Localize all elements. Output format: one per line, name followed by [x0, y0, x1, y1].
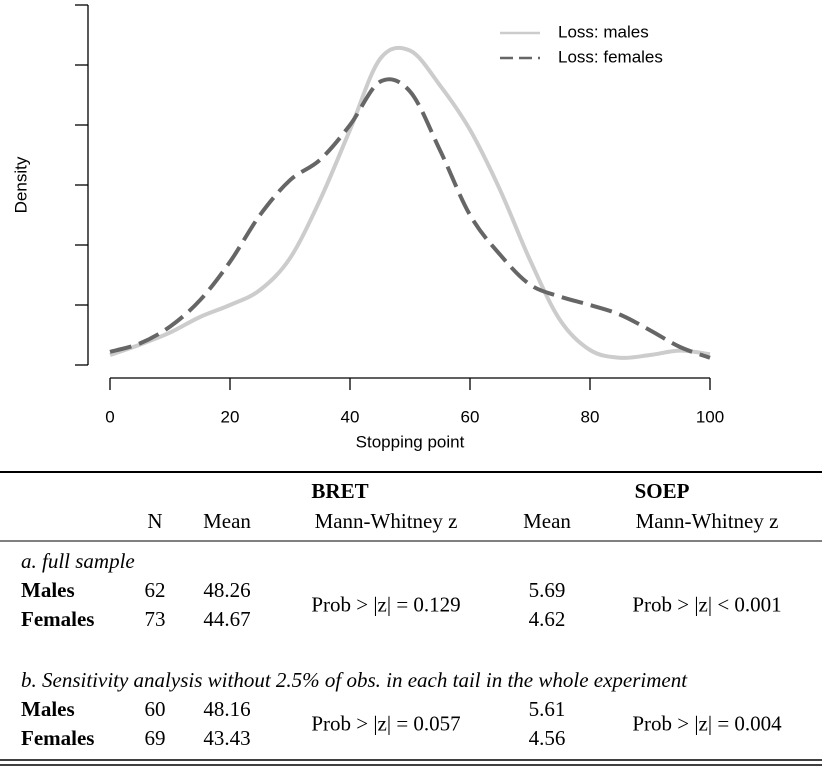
cell: 5.61: [529, 697, 566, 721]
x-axis-label: Stopping point: [356, 432, 465, 451]
y-axis-label: Density: [11, 156, 30, 213]
x-tick-label: 0: [105, 407, 114, 426]
column-header: Mann-Whitney z: [636, 509, 779, 533]
group-header: BRET: [311, 479, 368, 503]
test-stat: Prob > |z| = 0.057: [311, 711, 460, 735]
section-title: b. Sensitivity analysis without 2.5% of …: [21, 668, 688, 692]
x-tick-label: 100: [696, 407, 724, 426]
test-stat: Prob > |z| < 0.001: [632, 592, 781, 616]
cell: 73: [145, 607, 166, 631]
cell: 5.69: [529, 578, 566, 602]
column-header: Mean: [523, 509, 571, 533]
x-tick-label: 80: [581, 407, 600, 426]
x-tick-label: 40: [341, 407, 360, 426]
cell: 48.16: [203, 697, 250, 721]
cell: 48.26: [203, 578, 250, 602]
x-tick-label: 60: [461, 407, 480, 426]
cell: 44.67: [203, 607, 250, 631]
column-header: N: [147, 509, 162, 533]
density-line: [109, 45, 711, 360]
legend-label: Loss: males: [558, 22, 649, 41]
legend-label: Loss: females: [558, 47, 663, 66]
section-title: a. full sample: [21, 549, 135, 573]
row-label: Males: [21, 697, 75, 721]
group-header: SOEP: [635, 479, 690, 503]
row-label: Females: [21, 607, 94, 631]
row-label: Males: [21, 578, 75, 602]
test-stat: Prob > |z| = 0.004: [632, 711, 782, 735]
density-line: [109, 77, 711, 360]
column-header: Mann-Whitney z: [315, 509, 458, 533]
test-stat: Prob > |z| = 0.129: [311, 592, 460, 616]
column-header: Mean: [203, 509, 251, 533]
cell: 4.62: [529, 607, 566, 631]
cell: 62: [145, 578, 166, 602]
cell: 4.56: [529, 726, 566, 750]
cell: 60: [145, 697, 166, 721]
row-label: Females: [21, 726, 94, 750]
cell: 69: [145, 726, 166, 750]
x-tick-label: 20: [221, 407, 240, 426]
cell: 43.43: [203, 726, 250, 750]
